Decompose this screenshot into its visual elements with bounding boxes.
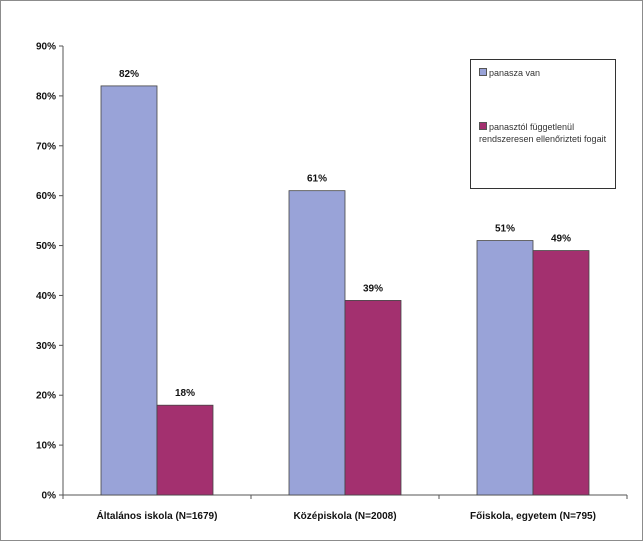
y-tick-label: 90% — [36, 42, 56, 53]
y-tick-label: 30% — [36, 341, 56, 352]
y-tick-label: 60% — [36, 191, 56, 202]
category-label: Középiskola (N=2008) — [293, 511, 396, 522]
data-label: 61% — [307, 174, 327, 185]
data-label: 49% — [551, 234, 571, 245]
legend: panasza van panasztól függetlenül rendsz… — [470, 59, 616, 189]
labels: Általános iskola (N=1679) 82% 18% Középisko… — [97, 69, 596, 522]
data-label: 18% — [175, 388, 195, 399]
bar-series-1 — [100, 85, 158, 496]
legend-swatch-series-2 — [479, 122, 487, 130]
y-tick-label: 40% — [36, 291, 56, 302]
legend-label-series-1: panasza van — [489, 68, 541, 78]
legend-swatch-series-1 — [479, 68, 487, 76]
legend-entry-panasza-van: panasza van — [479, 67, 611, 79]
category-label: Főiskola, egyetem (N=795) — [470, 511, 596, 522]
y-tick-label: 10% — [36, 441, 56, 452]
bar-series-1 — [476, 240, 534, 496]
data-label: 39% — [363, 283, 383, 294]
bar-series-1 — [288, 190, 346, 496]
y-tick-label: 70% — [36, 141, 56, 152]
y-tick-label: 80% — [36, 91, 56, 102]
legend-label-series-2: panasztól függetlenül rendszeresen ellen… — [479, 122, 607, 144]
y-tick-label: 50% — [36, 241, 56, 252]
bar-series-2 — [156, 404, 214, 496]
y-tick-label: 20% — [36, 391, 56, 402]
bars — [100, 85, 590, 496]
category-label: Általános iskola (N=1679) — [97, 509, 218, 522]
data-label: 82% — [119, 69, 139, 80]
bar-series-2 — [532, 250, 590, 496]
legend-entry-rendszeresen: panasztól függetlenül rendszeresen ellen… — [479, 121, 611, 145]
data-label: 51% — [495, 224, 515, 235]
y-tick-label: 0% — [42, 491, 57, 502]
bar-series-2 — [344, 300, 402, 496]
